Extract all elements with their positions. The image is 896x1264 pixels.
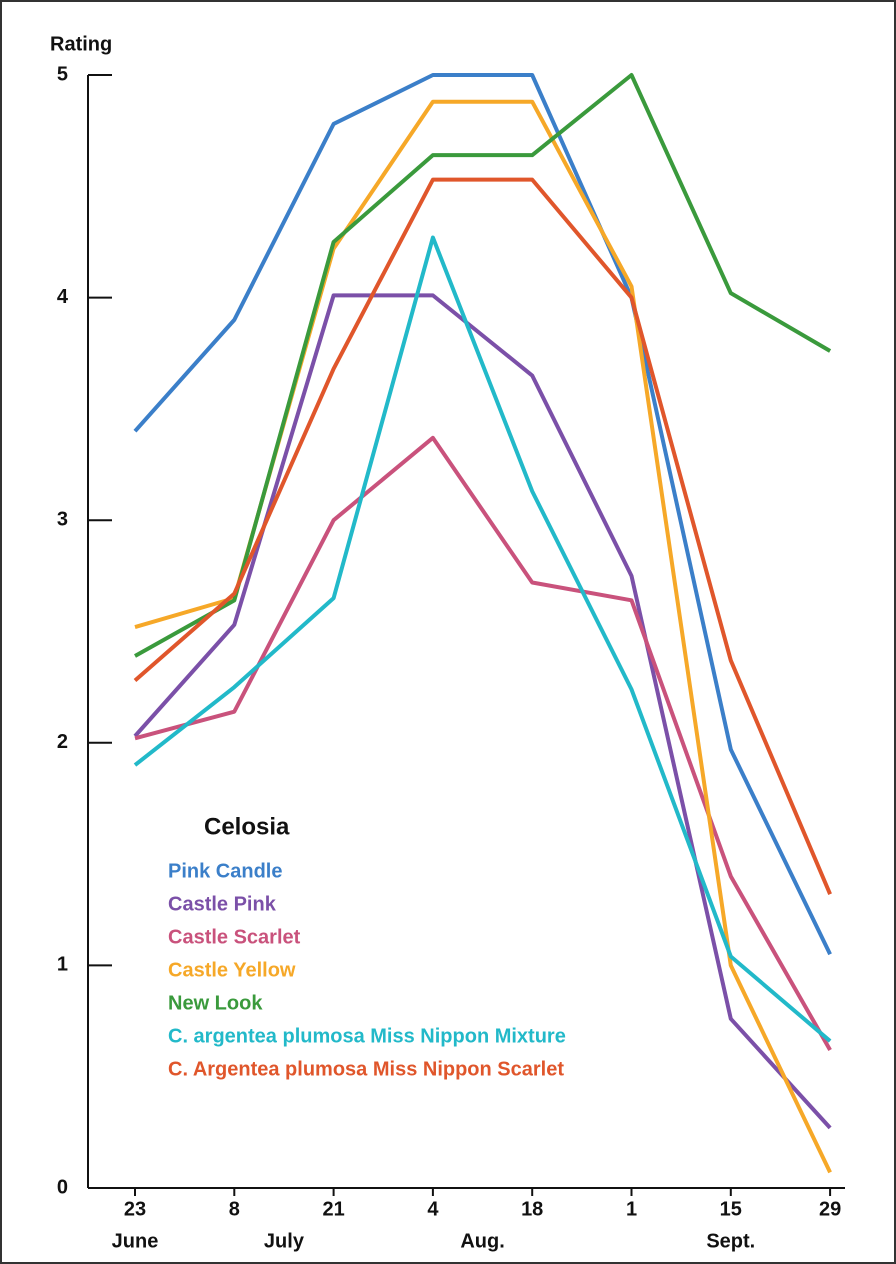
line-series [134,435,832,1051]
y-tick-label: 0 [57,1176,68,1198]
x-tick-label: 29 [819,1198,841,1220]
legend-entry: Castle Pink [168,893,277,915]
line-series [133,177,832,895]
legend-entry: New Look [168,992,263,1014]
y-tick-label: 2 [57,731,68,753]
x-tick-label: 23 [124,1198,146,1220]
x-group-label: July [264,1230,305,1252]
x-tick-label: 21 [322,1198,344,1220]
x-group-label: Aug. [460,1230,504,1252]
y-axis-label: Rating [50,33,112,55]
x-tick-label: 18 [521,1198,543,1220]
y-tick-label: 1 [57,954,68,976]
line-series [133,73,832,956]
y-tick-label: 3 [57,508,68,530]
legend-title: Celosia [204,813,290,840]
legend-entry: C. argentea plumosa Miss Nippon Mixture [168,1025,566,1047]
y-tick-label: 4 [57,286,69,308]
x-group-label: June [112,1230,159,1252]
legend-entry: Castle Scarlet [168,926,301,948]
legend-entry: C. Argentea plumosa Miss Nippon Scarlet [168,1058,564,1080]
x-tick-label: 1 [626,1198,637,1220]
legend-entry: Castle Yellow [168,959,296,981]
x-tick-label: 4 [427,1198,439,1220]
line-series [134,73,832,658]
x-tick-label: 15 [720,1198,742,1220]
legend-entry: Pink Candle [168,860,282,882]
x-group-label: Sept. [706,1230,755,1252]
y-tick-label: 5 [57,63,68,85]
x-tick-label: 8 [229,1198,240,1220]
line-series [133,293,832,1130]
line-series [133,235,832,1043]
